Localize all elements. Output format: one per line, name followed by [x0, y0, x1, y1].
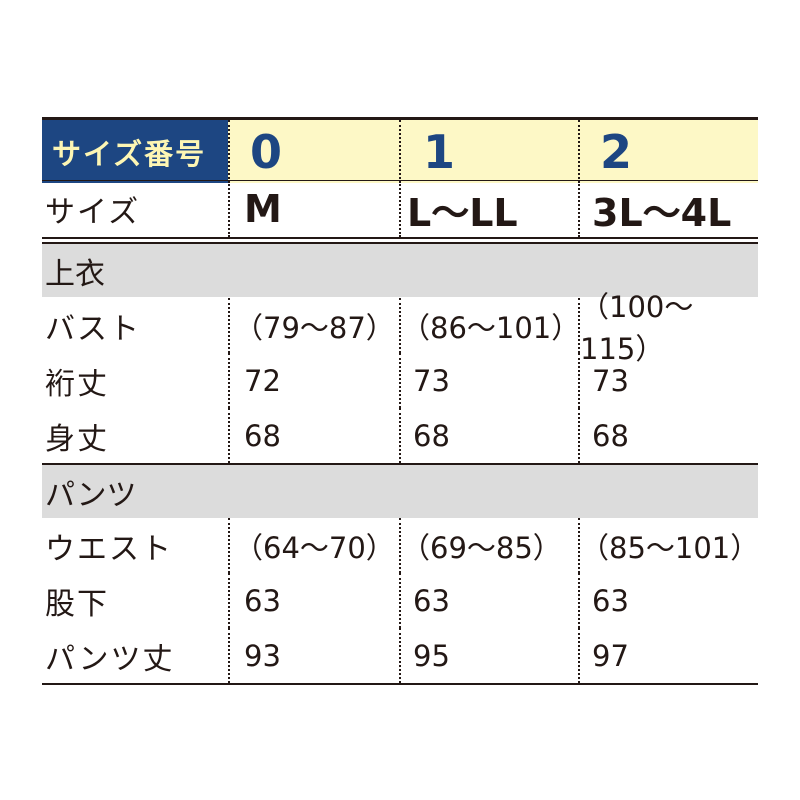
cell: 68: [578, 408, 758, 463]
cell: （86～101）: [399, 298, 580, 353]
size-number-label: サイズ番号: [42, 120, 228, 183]
cell: （79～87）: [228, 298, 399, 353]
cell: 68: [228, 408, 399, 463]
size-2: 3L～4L: [578, 181, 758, 237]
cell: 63: [228, 573, 399, 628]
cell: （100～115）: [578, 290, 758, 366]
cell: 97: [578, 628, 758, 683]
size-label: サイズ: [45, 195, 141, 230]
row-label: ウエスト: [45, 531, 173, 567]
cell: （69～85）: [399, 518, 578, 573]
row-label: バスト: [45, 311, 141, 347]
row-label: パンツ丈: [45, 641, 175, 677]
cell: （64～70）: [228, 518, 399, 573]
table-row: パンツ丈 93 95 97: [42, 628, 758, 683]
cell: 73: [399, 353, 578, 408]
size-number-1: 1: [399, 120, 578, 183]
cell: 95: [399, 628, 578, 683]
row-label: 股下: [45, 586, 109, 622]
cell: 63: [399, 573, 578, 628]
table-row: 身丈 68 68 68: [42, 408, 758, 463]
cell: 68: [399, 408, 578, 463]
table-bottom-rule: [42, 683, 758, 685]
row-label: 身丈: [45, 421, 109, 457]
section-header-pants: パンツ: [42, 463, 758, 518]
section-header-top: 上衣: [42, 242, 758, 297]
table-row: バスト （79～87） （86～101） （100～115）: [42, 290, 758, 366]
cell: 93: [228, 628, 399, 683]
cell: 72: [228, 353, 399, 408]
cell: （85～101）: [578, 518, 759, 573]
size-number-0: 0: [228, 120, 399, 183]
size-number-2: 2: [578, 120, 758, 183]
cell: 73: [578, 353, 758, 408]
cell: 63: [578, 573, 758, 628]
row-label: 裄丈: [45, 366, 109, 402]
table-row: 股下 63 63 63: [42, 573, 758, 628]
table-row: ウエスト （64～70） （69～85） （85～101）: [42, 518, 759, 573]
header-row: サイズ番号 0 1 2: [42, 117, 758, 183]
size-1: L～LL: [399, 181, 578, 237]
table-row: 裄丈 72 73 73: [42, 353, 758, 408]
size-row: サイズ M L～LL 3L～4L: [42, 180, 758, 239]
size-0: M: [228, 181, 399, 237]
